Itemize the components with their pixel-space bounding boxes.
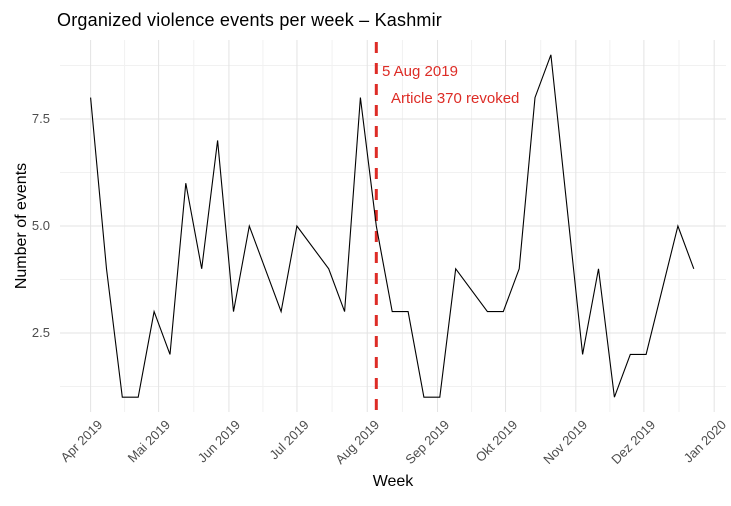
x-tick-label: Apr 2019 — [57, 417, 106, 465]
y-tick-label: 2.5 — [31, 325, 50, 340]
x-tick-label: Dez 2019 — [608, 417, 659, 467]
x-tick-label: Aug 2019 — [331, 417, 382, 467]
y-tick-label: 5.0 — [31, 218, 50, 233]
plot-panel — [60, 40, 726, 412]
data-line — [90, 54, 695, 398]
event-annotation-date: 5 Aug 2019 — [382, 63, 458, 80]
y-tick-label: 7.5 — [31, 111, 50, 126]
x-tick-label: Jun 2019 — [195, 417, 244, 466]
chart-title: Organized violence events per week – Kas… — [57, 10, 442, 30]
x-tick-label: Nov 2019 — [540, 417, 591, 467]
x-axis-title: Week — [372, 473, 414, 490]
x-tick-label: Sep 2019 — [402, 417, 453, 467]
x-tick-label: Okt 2019 — [472, 417, 521, 465]
y-axis-title: Number of events — [13, 162, 30, 290]
x-tick-label: Mai 2019 — [124, 417, 174, 466]
x-tick-label: Jul 2019 — [266, 417, 312, 463]
event-annotation-text: Article 370 revoked — [391, 90, 520, 107]
plot-svg — [60, 40, 726, 412]
x-tick-label: Jan 2020 — [680, 417, 729, 466]
